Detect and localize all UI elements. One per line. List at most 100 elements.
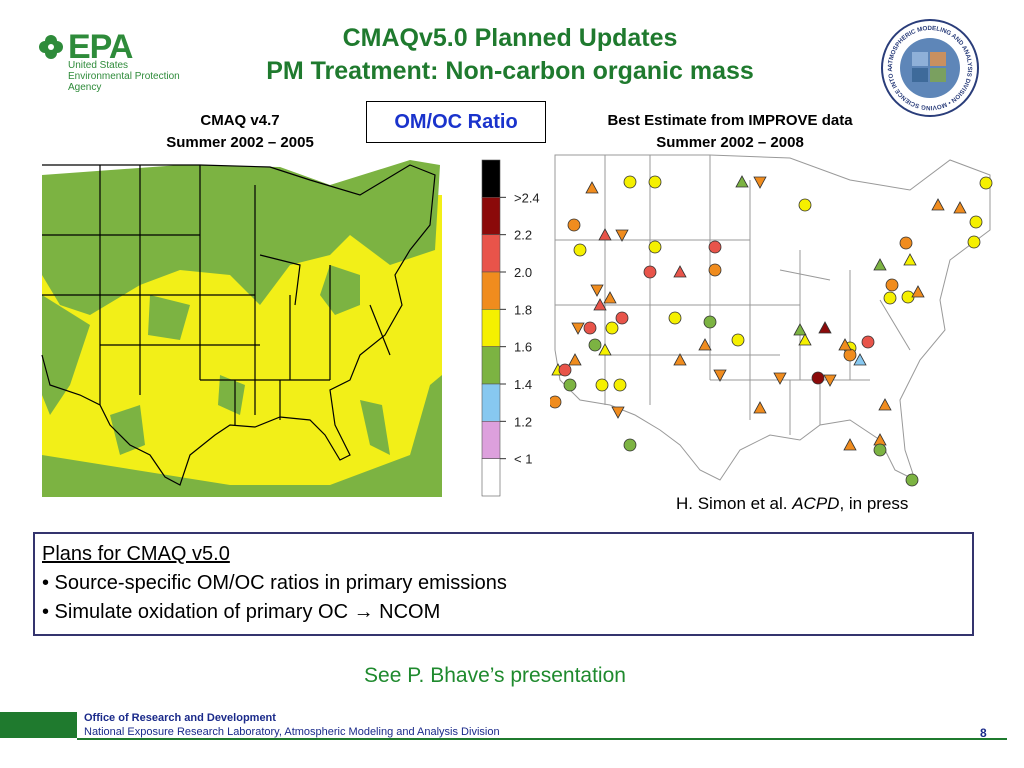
site-marker-triangle xyxy=(818,321,832,334)
footer-divider xyxy=(77,738,1007,740)
colorbar-label: 1.2 xyxy=(514,414,532,429)
site-marker-circle xyxy=(883,291,897,305)
site-marker-circle xyxy=(811,371,825,385)
site-marker-circle xyxy=(899,236,913,250)
site-marker-circle xyxy=(623,438,637,452)
site-marker-circle xyxy=(588,338,602,352)
site-marker-circle xyxy=(558,363,572,377)
epa-logo-text: EPA xyxy=(68,28,133,66)
site-marker-triangle-down xyxy=(713,369,727,382)
agency-line-2: Environmental Protection xyxy=(68,71,180,82)
site-marker-triangle xyxy=(953,201,967,214)
colorbar-label: 2.2 xyxy=(514,228,532,243)
citation-journal: ACPD xyxy=(792,494,840,513)
epa-flower-icon xyxy=(39,35,63,59)
site-marker-triangle-down xyxy=(571,322,585,335)
site-marker-triangle-down xyxy=(823,374,837,387)
site-marker-circle xyxy=(979,176,993,190)
site-marker-triangle-down xyxy=(590,284,604,297)
site-marker-circle xyxy=(567,218,581,232)
site-marker-triangle xyxy=(568,353,582,366)
site-marker-triangle xyxy=(603,291,617,304)
colorbar-swatch xyxy=(481,197,501,235)
site-marker-triangle xyxy=(673,265,687,278)
site-marker-circle xyxy=(613,378,627,392)
citation: H. Simon et al. ACPD, in press xyxy=(676,494,908,514)
colorbar-label: 1.6 xyxy=(514,340,532,355)
colorbar-swatch xyxy=(481,458,501,497)
site-marker-triangle xyxy=(735,175,749,188)
title-line-1: CMAQv5.0 Planned Updates xyxy=(342,24,678,52)
agency-line-1: United States xyxy=(68,60,129,71)
colorbar-swatch xyxy=(481,309,501,347)
om-oc-colorbar-legend: >2.4 2.2 2.0 1.8 1.6 1.4 1.2 < 1 xyxy=(481,159,540,497)
site-marker-triangle xyxy=(673,353,687,366)
right-caption-line-2: Summer 2002 – 2008 xyxy=(656,134,804,151)
division-seal-logo: ATMOSPHERIC MODELING AND ANALYSIS DIVISI… xyxy=(880,18,979,117)
colorbar-label: 2.0 xyxy=(514,265,532,280)
site-marker-circle xyxy=(605,321,619,335)
site-marker-circle xyxy=(623,175,637,189)
site-marker-circle xyxy=(798,198,812,212)
site-marker-circle xyxy=(550,395,562,409)
site-marker-circle xyxy=(873,443,887,457)
right-map-caption: Best Estimate from IMPROVE data Summer 2… xyxy=(560,110,900,154)
site-marker-circle xyxy=(573,243,587,257)
site-marker-triangle xyxy=(793,323,807,336)
site-marker-circle xyxy=(648,175,662,189)
agency-name: United States Environmental Protection A… xyxy=(68,60,180,93)
site-marker-triangle xyxy=(798,333,812,346)
site-marker-circle xyxy=(583,321,597,335)
site-marker-triangle xyxy=(698,338,712,351)
citation-authors: H. Simon et al. xyxy=(676,494,793,513)
footer-office: Office of Research and Development xyxy=(84,712,276,724)
colorbar-label: 1.4 xyxy=(514,377,532,392)
site-marker-circle xyxy=(885,278,899,292)
left-map-caption: CMAQ v4.7 Summer 2002 – 2005 xyxy=(130,110,350,154)
site-marker-circle xyxy=(731,333,745,347)
site-marker-circle xyxy=(668,311,682,325)
site-marker-circle xyxy=(843,348,857,362)
site-marker-triangle-down xyxy=(611,406,625,419)
site-marker-circle xyxy=(967,235,981,249)
site-marker-triangle xyxy=(843,438,857,451)
site-marker-circle xyxy=(563,378,577,392)
citation-status: , in press xyxy=(839,494,909,513)
footer-lab: National Exposure Research Laboratory, A… xyxy=(84,726,500,738)
site-marker-triangle xyxy=(753,401,767,414)
page-number: 8 xyxy=(980,726,987,740)
site-marker-triangle xyxy=(911,285,925,298)
site-marker-triangle xyxy=(585,181,599,194)
colorbar-swatch xyxy=(481,346,501,385)
site-marker-circle xyxy=(861,335,875,349)
cmaq-model-map xyxy=(41,160,442,497)
site-marker-triangle xyxy=(853,353,867,366)
right-caption-line-1: Best Estimate from IMPROVE data xyxy=(607,112,853,129)
site-marker-circle xyxy=(703,315,717,329)
site-marker-triangle xyxy=(878,398,892,411)
slide-title: CMAQv5.0 Planned Updates PM Treatment: N… xyxy=(210,22,810,88)
plans-heading: Plans for CMAQ v5.0 xyxy=(42,543,230,565)
colorbar-swatch xyxy=(481,159,501,198)
site-marker-circle xyxy=(615,311,629,325)
site-marker-triangle xyxy=(598,343,612,356)
site-marker-triangle xyxy=(593,298,607,311)
title-line-2: PM Treatment: Non-carbon organic mass xyxy=(266,57,754,85)
colorbar-label: 1.8 xyxy=(514,302,532,317)
plans-bullet-1: • Source-specific OM/OC ratios in primar… xyxy=(42,572,507,594)
colorbar-swatch xyxy=(481,383,501,422)
left-caption-line-2: Summer 2002 – 2005 xyxy=(166,134,314,151)
site-marker-circle xyxy=(595,378,609,392)
site-marker-triangle xyxy=(873,258,887,271)
see-also-note: See P. Bhave’s presentation xyxy=(364,664,626,687)
site-marker-circle xyxy=(708,240,722,254)
improve-sites-map xyxy=(550,150,1008,498)
site-marker-circle xyxy=(648,240,662,254)
footer-green-bar xyxy=(0,712,77,738)
om-oc-ratio-label: OM/OC Ratio xyxy=(366,101,546,143)
site-marker-circle xyxy=(905,473,919,487)
plans-bullet-2: • Simulate oxidation of primary OC → NCO… xyxy=(42,601,441,623)
agency-line-3: Agency xyxy=(68,82,102,93)
plans-box: Plans for CMAQ v5.0 • Source-specific OM… xyxy=(33,532,974,636)
left-caption-line-1: CMAQ v4.7 xyxy=(200,112,280,129)
